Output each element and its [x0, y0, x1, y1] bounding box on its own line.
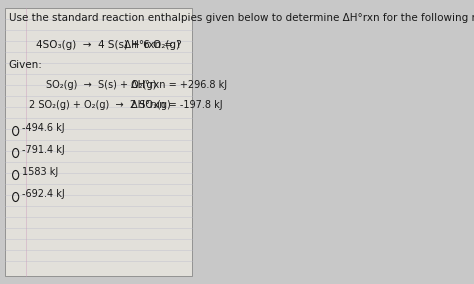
Text: Given:: Given:	[9, 60, 43, 70]
Text: 2 SO₂(g) + O₂(g)  →  2 SO₃(g): 2 SO₂(g) + O₂(g) → 2 SO₃(g)	[29, 100, 171, 110]
Text: SO₂(g)  →  S(s) + O₂(g): SO₂(g) → S(s) + O₂(g)	[46, 80, 156, 90]
Text: 4SO₃(g)  →  4 S(s) + 6 O₂(g): 4SO₃(g) → 4 S(s) + 6 O₂(g)	[36, 40, 180, 50]
Text: -791.4 kJ: -791.4 kJ	[22, 145, 64, 155]
Text: ΔH°rxn = +296.8 kJ: ΔH°rxn = +296.8 kJ	[131, 80, 228, 90]
Text: -494.6 kJ: -494.6 kJ	[22, 123, 64, 133]
Text: Use the standard reaction enthalpies given below to determine ΔH°rxn for the fol: Use the standard reaction enthalpies giv…	[9, 13, 474, 23]
Text: ΔH°rxn = -197.8 kJ: ΔH°rxn = -197.8 kJ	[131, 100, 223, 110]
Text: -692.4 kJ: -692.4 kJ	[22, 189, 64, 199]
FancyBboxPatch shape	[5, 8, 192, 276]
Text: ΔH°rxn = ?: ΔH°rxn = ?	[125, 40, 182, 50]
Text: 1583 kJ: 1583 kJ	[22, 167, 58, 177]
